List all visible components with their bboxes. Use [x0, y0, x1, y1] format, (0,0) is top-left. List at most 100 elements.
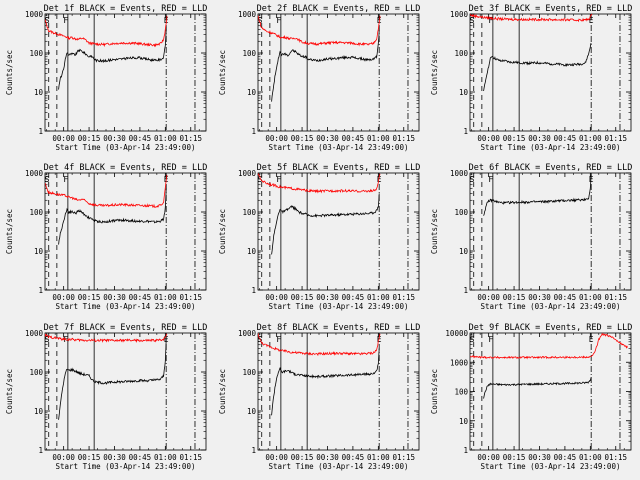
- events-series-line: [58, 188, 167, 245]
- marker-label-flare: F: [276, 16, 281, 25]
- x-tick-label: 01:00: [367, 293, 390, 302]
- x-tick-label: 00:15: [503, 453, 526, 462]
- y-tick-label: 1: [38, 286, 43, 295]
- x-tick-label: 01:15: [179, 453, 202, 462]
- y-tick-label: 10: [459, 88, 469, 97]
- panel-title: Det 3f BLACK = Events, RED = LLD: [469, 4, 633, 14]
- panel-ylabel: Counts/sec: [218, 50, 227, 95]
- y-tick-label: 1000: [450, 10, 469, 19]
- x-tick-label: 01:15: [604, 134, 627, 143]
- panel-xlabel: Start Time (03-Apr-14 23:49:00): [56, 143, 196, 152]
- x-tick-label: 00:45: [342, 293, 365, 302]
- y-tick-label: 1: [38, 446, 43, 455]
- x-tick-label: 00:00: [265, 293, 288, 302]
- panel: Det 6f BLACK = Events, RED = LLD Counts/…: [430, 163, 632, 311]
- panel-title: Det 9f BLACK = Events, RED = LLD: [469, 323, 633, 333]
- x-tick-label: 00:15: [291, 453, 314, 462]
- panel: Det 4f BLACK = Events, RED = LLD Counts/…: [5, 163, 207, 311]
- x-tick-label: 00:30: [316, 134, 339, 143]
- plot-frame: [44, 13, 207, 132]
- y-tick-label: 10: [247, 407, 257, 416]
- panel-xlabel: Start Time (03-Apr-14 23:49:00): [269, 143, 409, 152]
- y-tick-label: 10: [34, 407, 44, 416]
- plot-frame: [257, 332, 420, 451]
- x-tick-label: 01:15: [392, 293, 415, 302]
- x-tick-label: 01:15: [604, 293, 627, 302]
- x-tick-label: 00:00: [477, 134, 500, 143]
- panel-title: Det 1f BLACK = Events, RED = LLD: [44, 4, 208, 14]
- plot-frame: [257, 172, 420, 291]
- marker-label-start: S: [258, 175, 263, 184]
- y-tick-label: 100: [242, 49, 256, 58]
- y-tick-label: 1: [463, 286, 468, 295]
- lld-series-line: [45, 15, 168, 48]
- panel-xlabel: Start Time (03-Apr-14 23:49:00): [56, 462, 196, 471]
- marker-label-start: S: [258, 16, 263, 25]
- y-tick-label: 100: [454, 388, 468, 397]
- x-tick-label: 00:30: [103, 293, 126, 302]
- x-tick-label: 00:00: [52, 293, 75, 302]
- marker-label-start: S: [470, 175, 475, 184]
- x-tick-label: 00:15: [503, 293, 526, 302]
- panel-title: Det 2f BLACK = Events, RED = LLD: [257, 4, 421, 14]
- y-tick-label: 1000: [238, 329, 257, 338]
- y-tick-label: 1000: [25, 10, 44, 19]
- x-tick-label: 01:00: [154, 134, 177, 143]
- x-tick-label: 00:00: [477, 293, 500, 302]
- lld-series-line: [258, 173, 381, 194]
- x-tick-label: 00:15: [78, 453, 101, 462]
- series-group: [45, 15, 168, 90]
- marker-label-flare: F: [488, 16, 493, 25]
- y-tick-label: 1: [251, 286, 256, 295]
- events-series-line: [483, 174, 592, 216]
- x-tick-label: 01:00: [367, 453, 390, 462]
- plot-frame: [469, 332, 632, 451]
- series-group: [258, 173, 381, 255]
- marker-label-start: S: [45, 16, 50, 25]
- y-tick-label: 1000: [450, 169, 469, 178]
- x-tick-label: 00:30: [103, 453, 126, 462]
- y-tick-label: 100: [454, 49, 468, 58]
- panel-title: Det 6f BLACK = Events, RED = LLD: [469, 163, 633, 173]
- panel-ylabel: Counts/sec: [5, 209, 14, 254]
- y-tick-label: 1: [463, 127, 468, 136]
- events-series-line: [58, 29, 167, 90]
- y-tick-label: 100: [29, 208, 43, 217]
- lld-series-line: [45, 174, 168, 208]
- marker-label-start: S: [470, 335, 475, 344]
- x-tick-label: 00:00: [52, 134, 75, 143]
- y-tick-label: 100: [29, 368, 43, 377]
- x-tick-label: 00:15: [78, 134, 101, 143]
- y-tick-label: 100: [454, 208, 468, 217]
- marker-label-flare: F: [276, 335, 281, 344]
- panel: Det 9f BLACK = Events, RED = LLD Counts/…: [430, 323, 632, 471]
- panel-ylabel: Counts/sec: [430, 209, 439, 254]
- panel-xlabel: Start Time (03-Apr-14 23:49:00): [269, 302, 409, 311]
- marker-label-flare: F: [488, 335, 493, 344]
- marker-label-start: S: [470, 16, 475, 25]
- panel-ylabel: Counts/sec: [218, 209, 227, 254]
- panel-xlabel: Start Time (03-Apr-14 23:49:00): [481, 143, 621, 152]
- series-group: [45, 333, 168, 420]
- y-tick-label: 10: [459, 247, 469, 256]
- y-tick-label: 10: [34, 247, 44, 256]
- x-tick-label: 00:45: [342, 134, 365, 143]
- panel-title: Det 4f BLACK = Events, RED = LLD: [44, 163, 208, 173]
- panel-xlabel: Start Time (03-Apr-14 23:49:00): [481, 462, 621, 471]
- x-tick-label: 00:15: [291, 134, 314, 143]
- x-tick-label: 01:00: [367, 134, 390, 143]
- x-tick-label: 01:15: [604, 453, 627, 462]
- y-tick-label: 1000: [238, 10, 257, 19]
- x-tick-label: 00:30: [316, 293, 339, 302]
- marker-label-flare: F: [276, 175, 281, 184]
- y-tick-label: 1000: [450, 358, 469, 367]
- series-group: [45, 174, 168, 245]
- panel-title: Det 7f BLACK = Events, RED = LLD: [44, 323, 208, 333]
- panel: Det 5f BLACK = Events, RED = LLD Counts/…: [218, 163, 420, 311]
- plot-frame: [44, 172, 207, 291]
- panel-title: Det 8f BLACK = Events, RED = LLD: [257, 323, 421, 333]
- panel-ylabel: Counts/sec: [430, 369, 439, 414]
- x-tick-label: 00:45: [342, 453, 365, 462]
- x-tick-label: 00:30: [316, 453, 339, 462]
